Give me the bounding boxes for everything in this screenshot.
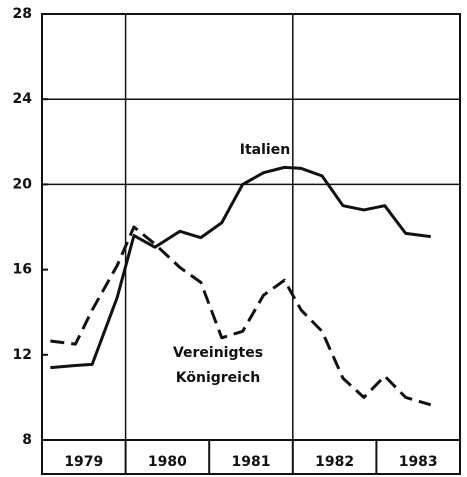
series-label: Italien xyxy=(240,142,290,158)
y-tick-label: 12 xyxy=(13,347,32,363)
y-tick-label: 24 xyxy=(13,91,33,107)
plot-frame xyxy=(41,13,461,475)
x-tick-label: 1981 xyxy=(232,454,271,470)
x-tick-label: 1980 xyxy=(148,454,187,470)
x-tick-label: 1982 xyxy=(315,454,354,470)
line-series xyxy=(50,165,431,370)
y-tick-label: 8 xyxy=(22,432,32,448)
y-tick-label: 16 xyxy=(13,262,32,278)
x-tick-label: 1979 xyxy=(64,454,103,470)
series-label: Vereinigtes Königreich xyxy=(173,345,263,386)
y-tick-label: 20 xyxy=(13,176,33,192)
line-series xyxy=(50,225,432,407)
x-tick-label: 1983 xyxy=(399,454,438,470)
y-tick-label: 28 xyxy=(13,6,32,22)
